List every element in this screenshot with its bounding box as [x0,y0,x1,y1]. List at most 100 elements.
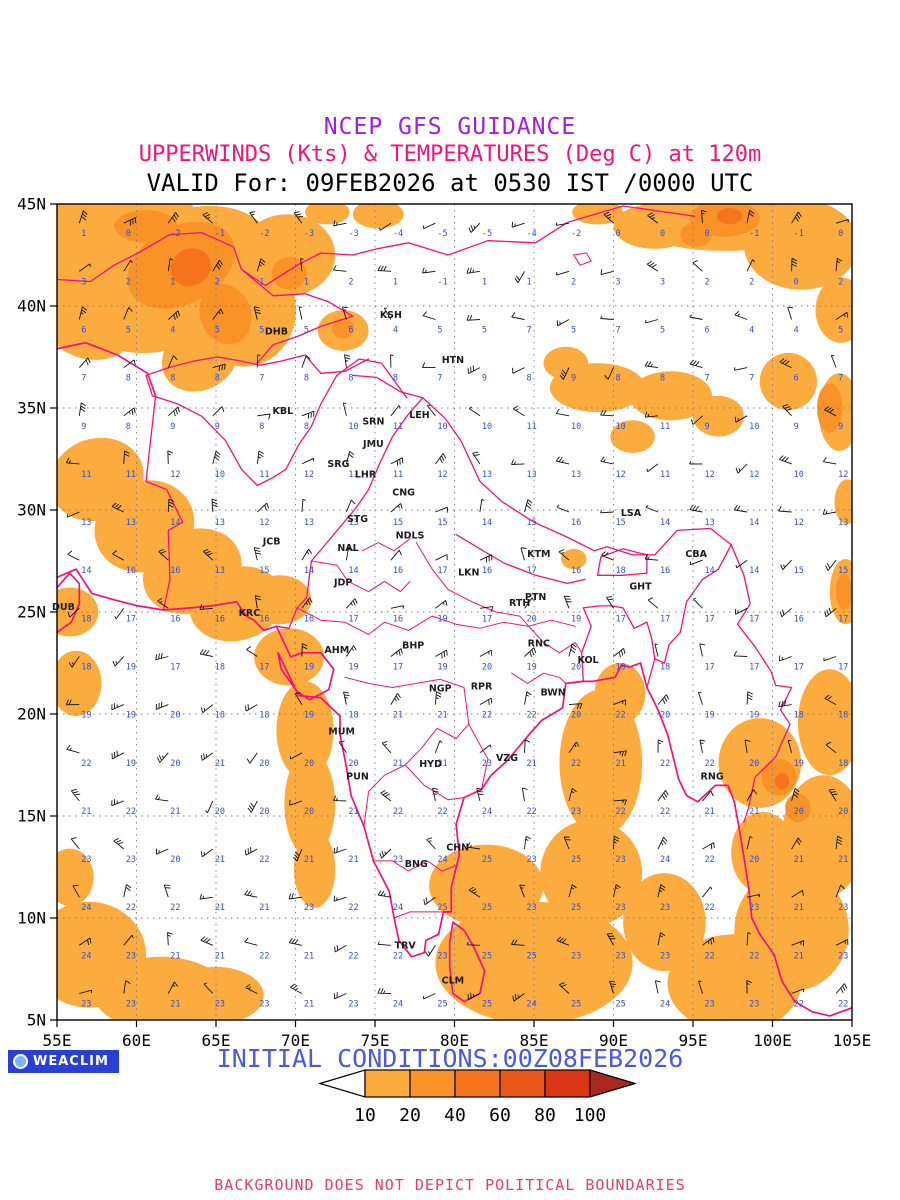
temp-value: 5 [482,326,487,336]
temp-value: 2 [348,277,353,287]
border-line [240,268,354,364]
temp-value: 8 [259,422,264,432]
border-line [275,397,424,629]
temp-value: 9 [81,422,86,432]
temp-value: 2 [749,277,754,287]
temp-value: 12 [705,470,715,480]
temp-value: 20 [749,759,759,769]
temp-value: 23 [749,1000,759,1010]
shade-blob [305,204,350,225]
temp-value: 24 [482,807,492,817]
temp-value: 24 [660,855,670,865]
temp-value: 22 [660,807,670,817]
temp-value: 11 [348,470,358,480]
station-label: HTN [442,355,464,366]
temp-value: 19 [616,663,626,673]
station-label: NAL [337,543,358,554]
temp-value: 20 [571,663,581,673]
temp-value: 13 [527,470,537,480]
temp-value: 14 [749,566,759,576]
temp-value: -1 [749,229,759,239]
colorbar-segment [364,1069,411,1098]
temp-value: 23 [660,903,670,913]
lat-tick-label: 30N [17,501,46,520]
shade-blob [284,750,336,857]
temp-value: 17 [838,614,848,624]
shade-blob [610,420,655,453]
temp-value: 20 [259,807,269,817]
lat-tick-label: 20N [17,705,46,724]
temp-value: 9 [794,422,799,432]
shade-blob [836,573,852,610]
temp-value: 25 [437,903,447,913]
lat-tick-label: 40N [17,297,46,316]
temp-value: 2 [571,277,576,287]
temp-value: 16 [393,614,403,624]
temp-value: 21 [259,903,269,913]
temp-value: 21 [749,807,759,817]
temp-value: 18 [660,663,670,673]
station-label: RPR [471,682,493,693]
temp-value: 20 [170,855,180,865]
temp-value: 21 [838,855,848,865]
temp-value: 4 [794,326,799,336]
station-label: NGP [429,684,452,695]
temp-value: 2 [126,277,131,287]
temp-value: 7 [749,374,754,384]
temp-value: 18 [838,711,848,721]
temp-value: 5 [126,326,131,336]
temp-value: 13 [81,518,91,528]
border-line [654,544,732,664]
temp-value: 9 [571,374,576,384]
temp-value: 14 [749,518,759,528]
temp-value: 13 [348,518,358,528]
temp-value: 11 [81,470,91,480]
shade-blob [170,248,211,287]
temp-value: 19 [749,711,759,721]
shade-blob [168,966,264,1020]
temp-value: 17 [482,614,492,624]
temp-value: 21 [393,711,403,721]
temp-value: 23 [259,1000,269,1010]
temp-value: 16 [571,566,581,576]
temp-value: 15 [616,518,626,528]
temp-value: 23 [616,903,626,913]
colorbar-label: 80 [534,1105,556,1126]
temp-value: 20 [482,663,492,673]
shade-blob [613,204,697,249]
temp-value: 5 [304,326,309,336]
initial-conditions-text: INITIAL CONDITIONS:00Z08FEB2026 [216,1044,684,1073]
temp-value: 22 [482,711,492,721]
lat-tick-label: 15N [17,807,46,826]
temp-value: 8 [126,374,131,384]
shade-blob [623,873,706,972]
temp-value: -3 [304,229,314,239]
colorbar-segment [499,1069,546,1098]
temp-value: 23 [705,1000,715,1010]
lon-tick-label: 105E [833,1031,872,1050]
colorbar-label: 40 [444,1105,466,1126]
temp-value: 13 [126,518,136,528]
temp-value: 13 [482,470,492,480]
border-line [730,544,793,823]
temp-value: 21 [616,759,626,769]
shade-blob [629,371,712,421]
temp-value: 11 [126,470,136,480]
colorbar: 10 20 40 60 80 100 [317,1069,638,1126]
temp-value: 21 [527,759,537,769]
temp-value: 20 [259,759,269,769]
border-line [57,205,696,287]
temp-value: 21 [437,759,447,769]
shade-blob [731,811,795,894]
temp-value: 5 [437,326,442,336]
shade-blob [680,222,713,247]
temp-value: 2 [838,277,843,287]
temp-value: -1 [215,229,225,239]
temp-value: 17 [749,663,759,673]
wind-barb-path [65,209,849,1002]
station-label: PUN [346,771,369,782]
lon-tick-label: 65E [202,1031,231,1050]
station-label: JDP [333,578,352,589]
temp-value: 22 [259,855,269,865]
